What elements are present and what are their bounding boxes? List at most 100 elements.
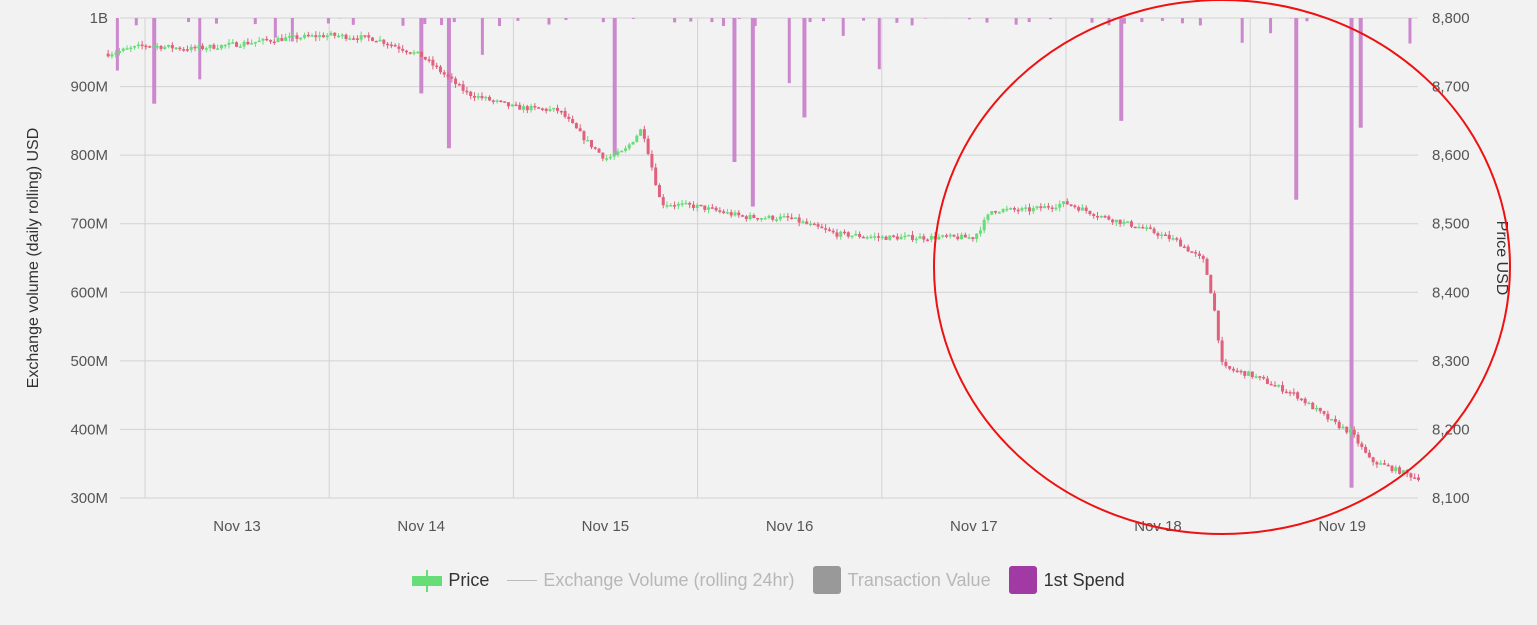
- spend-bar: [737, 18, 741, 19]
- spend-bar: [1027, 18, 1031, 23]
- candle-body: [140, 44, 144, 47]
- candle-body: [574, 123, 578, 129]
- candle-body: [540, 108, 544, 110]
- candle-body: [1179, 239, 1183, 247]
- spend-bar: [290, 18, 294, 42]
- candle-body: [1413, 477, 1417, 479]
- candle-body: [669, 205, 673, 207]
- candle-body: [197, 45, 201, 49]
- candle-body: [412, 52, 416, 54]
- candle-body: [646, 138, 650, 154]
- spend-bar: [967, 18, 971, 20]
- spend-bar: [910, 18, 914, 26]
- candle-body: [1205, 258, 1209, 275]
- candle-body: [314, 35, 318, 38]
- candle-body: [759, 218, 763, 220]
- legend-item-price[interactable]: Price: [412, 568, 489, 592]
- spend-bar: [1198, 18, 1202, 26]
- candle-body: [1114, 219, 1118, 223]
- candle-body: [1254, 376, 1258, 378]
- candle-body: [884, 236, 888, 240]
- candle-body: [1077, 207, 1081, 211]
- x-tick-label: Nov 17: [950, 518, 998, 535]
- x-tick-label: Nov 13: [213, 518, 261, 535]
- first-spend-bars: [115, 18, 1412, 488]
- candle-body: [797, 217, 801, 223]
- candle-body: [1133, 226, 1137, 229]
- left-tick-label: 600M: [70, 284, 108, 301]
- spend-bar: [689, 18, 693, 22]
- candle-body: [1137, 226, 1141, 229]
- candle-body: [246, 41, 250, 45]
- candle-body: [1367, 452, 1371, 458]
- candle-body: [204, 48, 208, 50]
- spend-spike-bar: [750, 18, 755, 207]
- candle-body: [472, 96, 476, 98]
- spend-spike-bar: [1349, 18, 1354, 488]
- candle-body: [1269, 383, 1273, 386]
- candle-body: [831, 230, 835, 233]
- candle-body: [1163, 234, 1167, 237]
- legend-item-exchange-volume[interactable]: Exchange Volume (rolling 24hr): [507, 570, 795, 591]
- right-tick-label: 8,700: [1432, 79, 1470, 96]
- spend-bar: [808, 18, 812, 23]
- candle-body: [488, 96, 492, 101]
- candle-body: [533, 105, 537, 108]
- candle-body: [1129, 221, 1133, 227]
- candle-body: [1095, 215, 1099, 218]
- candle-body: [257, 40, 261, 43]
- spend-bar: [253, 18, 257, 25]
- candle-body: [775, 219, 779, 221]
- legend-item-first-spend[interactable]: 1st Spend: [1008, 566, 1125, 594]
- candle-body: [1394, 467, 1398, 472]
- candle-body: [253, 41, 257, 44]
- candle-body: [1281, 385, 1285, 392]
- candle-body: [495, 100, 499, 103]
- candle-body: [401, 48, 405, 51]
- candle-body: [929, 235, 933, 240]
- candle-body: [801, 221, 805, 224]
- candle-body: [1005, 208, 1009, 211]
- candle-body: [1345, 426, 1349, 433]
- candle-body: [189, 46, 193, 51]
- candle-body: [1024, 207, 1028, 209]
- candle-body: [337, 35, 341, 38]
- candle-body: [654, 167, 658, 186]
- candle-body: [858, 233, 862, 237]
- candle-body: [1333, 418, 1337, 422]
- right-tick-label: 8,500: [1432, 216, 1470, 233]
- candle-body: [888, 235, 892, 240]
- candle-body: [1231, 368, 1235, 371]
- spend-bar: [198, 18, 202, 80]
- candle-body: [416, 51, 420, 54]
- candle-body: [125, 48, 129, 50]
- candle-body: [1311, 402, 1315, 410]
- spend-swatch-icon: [1008, 566, 1037, 594]
- candle-body: [631, 141, 635, 145]
- candle-body: [722, 211, 726, 214]
- candle-body: [1348, 429, 1352, 433]
- candle-body: [287, 36, 291, 38]
- candle-body: [1145, 227, 1149, 229]
- candle-body: [227, 42, 231, 45]
- candle-body: [982, 219, 986, 231]
- candle-body: [318, 35, 322, 38]
- candle-body: [480, 95, 484, 99]
- candle-body: [299, 37, 303, 40]
- candle-body: [635, 135, 639, 142]
- spend-bar: [753, 18, 757, 27]
- candle-body: [1118, 219, 1122, 224]
- legend-item-transaction-value[interactable]: Transaction Value: [812, 566, 991, 594]
- candle-body: [284, 37, 288, 41]
- candle-body: [699, 204, 703, 207]
- candle-body: [1220, 340, 1224, 362]
- candle-body: [1012, 208, 1016, 210]
- candle-body: [382, 39, 386, 44]
- candle-body: [106, 53, 110, 57]
- candle-body: [325, 35, 329, 38]
- candle-body: [1058, 204, 1062, 208]
- price-swatch-icon: [412, 568, 443, 592]
- candle-body: [582, 131, 586, 141]
- candle-body: [1352, 429, 1356, 435]
